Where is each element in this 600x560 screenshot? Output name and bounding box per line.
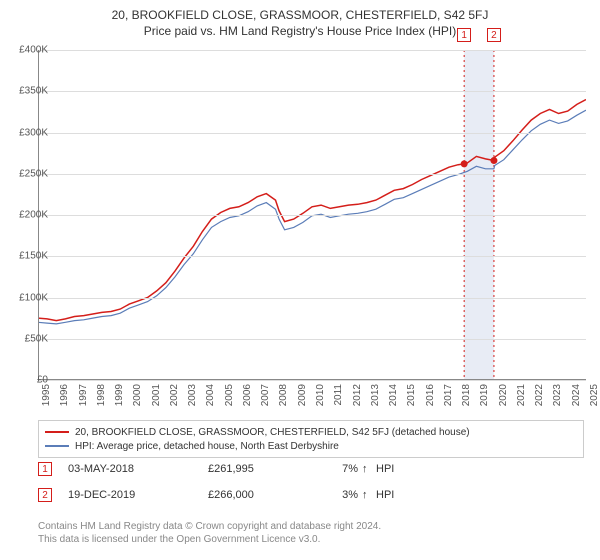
- legend-label-2: HPI: Average price, detached house, Nort…: [75, 441, 339, 452]
- sale-pct-2: 3%: [318, 489, 362, 501]
- x-tick-label: 2019: [479, 384, 490, 414]
- x-tick-label: 2006: [242, 384, 253, 414]
- x-tick-label: 2011: [333, 384, 344, 414]
- legend: 20, BROOKFIELD CLOSE, GRASSMOOR, CHESTER…: [38, 420, 584, 458]
- x-tick-label: 2012: [352, 384, 363, 414]
- sale-marker-2: 2: [38, 488, 52, 502]
- arrow-up-icon: ↑: [362, 463, 376, 475]
- x-tick-label: 2016: [425, 384, 436, 414]
- gridline: [38, 298, 586, 299]
- sale-price-1: £261,995: [208, 463, 318, 475]
- highlight-marker: 2: [487, 28, 501, 42]
- gridline: [38, 91, 586, 92]
- sale-vs-2: HPI: [376, 489, 394, 501]
- sale-pct-1: 7%: [318, 463, 362, 475]
- x-tick-label: 1998: [96, 384, 107, 414]
- x-tick-label: 2023: [552, 384, 563, 414]
- x-tick-label: 2020: [498, 384, 509, 414]
- gridline: [38, 174, 586, 175]
- gridline: [38, 256, 586, 257]
- x-tick-label: 2009: [297, 384, 308, 414]
- legend-swatch-1: [45, 431, 69, 433]
- x-tick-label: 2000: [132, 384, 143, 414]
- x-tick-label: 2022: [534, 384, 545, 414]
- plot-area: 12: [38, 50, 586, 380]
- x-tick-label: 2013: [370, 384, 381, 414]
- y-tick-label: £200K: [8, 210, 48, 221]
- x-tick-label: 2008: [278, 384, 289, 414]
- y-tick-label: £50K: [8, 333, 48, 344]
- highlight-marker: 1: [457, 28, 471, 42]
- footer-attribution: Contains HM Land Registry data © Crown c…: [38, 520, 381, 546]
- y-tick-label: £300K: [8, 127, 48, 138]
- x-tick-label: 2018: [461, 384, 472, 414]
- legend-row: 20, BROOKFIELD CLOSE, GRASSMOOR, CHESTER…: [45, 425, 577, 439]
- x-tick-label: 2025: [589, 384, 600, 414]
- x-tick-label: 2014: [388, 384, 399, 414]
- chart-title: 20, BROOKFIELD CLOSE, GRASSMOOR, CHESTER…: [0, 0, 600, 22]
- y-tick-label: £350K: [8, 86, 48, 97]
- x-tick-label: 2002: [169, 384, 180, 414]
- gridline: [38, 215, 586, 216]
- y-tick-label: £250K: [8, 168, 48, 179]
- legend-row: HPI: Average price, detached house, Nort…: [45, 439, 577, 453]
- x-tick-label: 2010: [315, 384, 326, 414]
- footer-line-2: This data is licensed under the Open Gov…: [38, 533, 381, 546]
- x-tick-label: 2007: [260, 384, 271, 414]
- x-tick-label: 2024: [571, 384, 582, 414]
- gridline: [38, 133, 586, 134]
- gridline: [38, 50, 586, 51]
- x-tick-label: 2021: [516, 384, 527, 414]
- sale-marker-1: 1: [38, 462, 52, 476]
- legend-swatch-2: [45, 445, 69, 447]
- y-tick-label: £150K: [8, 251, 48, 262]
- legend-label-1: 20, BROOKFIELD CLOSE, GRASSMOOR, CHESTER…: [75, 427, 470, 438]
- footer-line-1: Contains HM Land Registry data © Crown c…: [38, 520, 381, 533]
- chart-container: 20, BROOKFIELD CLOSE, GRASSMOOR, CHESTER…: [0, 0, 600, 560]
- sale-date-1: 03-MAY-2018: [68, 463, 208, 475]
- gridline: [38, 339, 586, 340]
- x-tick-label: 2001: [151, 384, 162, 414]
- sale-date-2: 19-DEC-2019: [68, 489, 208, 501]
- gridline: [38, 380, 586, 381]
- sale-point-icon: [461, 160, 468, 167]
- arrow-up-icon: ↑: [362, 489, 376, 501]
- sale-row-1: 1 03-MAY-2018 £261,995 7% ↑ HPI: [38, 462, 584, 476]
- x-tick-label: 1999: [114, 384, 125, 414]
- x-tick-label: 2017: [443, 384, 454, 414]
- sale-row-2: 2 19-DEC-2019 £266,000 3% ↑ HPI: [38, 488, 584, 502]
- sale-point-icon: [490, 157, 497, 164]
- x-tick-label: 2015: [406, 384, 417, 414]
- x-tick-label: 1995: [41, 384, 52, 414]
- series-hpi: [38, 110, 586, 324]
- x-tick-label: 1997: [78, 384, 89, 414]
- x-tick-label: 2005: [224, 384, 235, 414]
- sale-vs-1: HPI: [376, 463, 394, 475]
- x-tick-label: 2004: [205, 384, 216, 414]
- chart-subtitle: Price paid vs. HM Land Registry's House …: [0, 22, 600, 38]
- x-tick-label: 1996: [59, 384, 70, 414]
- y-tick-label: £400K: [8, 45, 48, 56]
- sale-price-2: £266,000: [208, 489, 318, 501]
- y-tick-label: £100K: [8, 292, 48, 303]
- x-axis: [38, 379, 586, 380]
- x-tick-label: 2003: [187, 384, 198, 414]
